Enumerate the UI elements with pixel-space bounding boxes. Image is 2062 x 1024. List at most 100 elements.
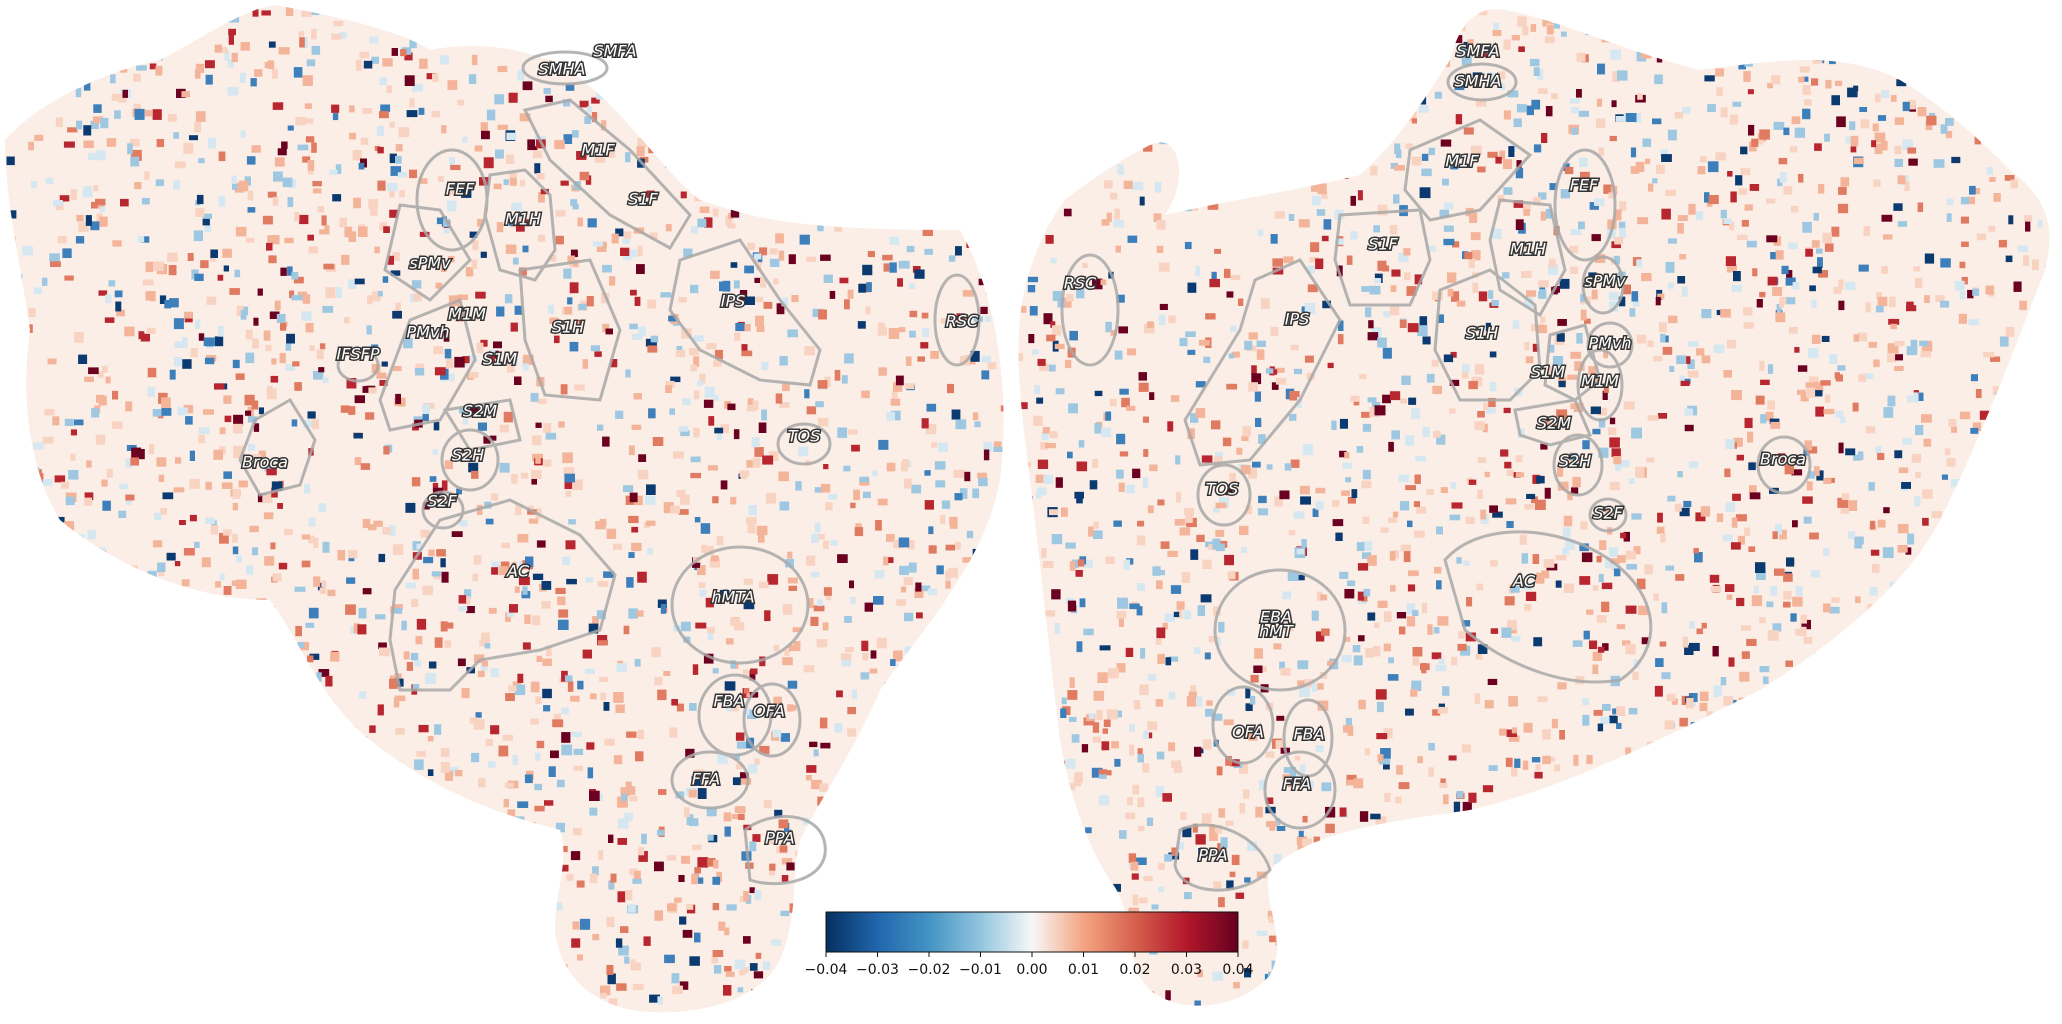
activation-speckle bbox=[494, 889, 502, 898]
activation-speckle bbox=[1789, 146, 1798, 153]
activation-speckle bbox=[1437, 706, 1448, 714]
activation-speckle bbox=[1612, 71, 1621, 82]
activation-speckle bbox=[1818, 667, 1824, 679]
activation-speckle bbox=[1783, 852, 1790, 862]
activation-speckle bbox=[347, 978, 358, 985]
activation-speckle bbox=[555, 210, 566, 217]
activation-speckle bbox=[1522, 760, 1529, 770]
activation-speckle bbox=[1791, 469, 1803, 476]
activation-speckle bbox=[877, 100, 884, 110]
activation-speckle bbox=[1696, 628, 1703, 635]
activation-speckle bbox=[761, 409, 767, 421]
activation-speckle bbox=[245, 329, 253, 340]
activation-speckle bbox=[1701, 855, 1708, 862]
activation-speckle bbox=[1050, 321, 1056, 328]
activation-speckle bbox=[186, 994, 193, 1005]
activation-speckle bbox=[1183, 60, 1191, 67]
activation-speckle bbox=[317, 206, 324, 213]
activation-speckle bbox=[638, 847, 645, 856]
activation-speckle bbox=[707, 834, 714, 841]
activation-speckle bbox=[1042, 561, 1054, 568]
activation-speckle bbox=[204, 60, 215, 69]
activation-speckle bbox=[1794, 347, 1800, 353]
activation-speckle bbox=[1003, 402, 1013, 412]
activation-speckle bbox=[1735, 514, 1747, 522]
activation-speckle bbox=[966, 43, 978, 54]
activation-speckle bbox=[1787, 801, 1795, 813]
left-roi-label-m1h: M1H bbox=[505, 210, 541, 229]
activation-speckle bbox=[1437, 66, 1443, 72]
activation-speckle bbox=[691, 226, 698, 234]
activation-speckle bbox=[613, 692, 624, 703]
activation-speckle bbox=[1653, 862, 1663, 871]
left-roi-label-m1m: M1M bbox=[448, 305, 486, 324]
activation-speckle bbox=[386, 183, 398, 192]
activation-speckle bbox=[723, 5, 734, 11]
activation-speckle bbox=[812, 156, 818, 166]
activation-speckle bbox=[389, 525, 396, 536]
activation-speckle bbox=[1898, 768, 1909, 778]
activation-speckle bbox=[1662, 882, 1668, 888]
activation-speckle bbox=[46, 929, 53, 936]
activation-speckle bbox=[1968, 695, 1978, 706]
activation-speckle bbox=[1029, 860, 1040, 870]
activation-speckle bbox=[301, 660, 308, 669]
activation-speckle bbox=[741, 344, 748, 353]
activation-speckle bbox=[895, 375, 904, 386]
activation-speckle bbox=[755, 315, 764, 327]
activation-speckle bbox=[1007, 396, 1018, 405]
activation-speckle bbox=[469, 231, 478, 238]
activation-speckle bbox=[690, 472, 702, 479]
activation-speckle bbox=[189, 135, 198, 141]
activation-speckle bbox=[377, 290, 383, 297]
activation-speckle bbox=[543, 422, 552, 433]
activation-speckle bbox=[948, 193, 959, 203]
activation-speckle bbox=[341, 722, 348, 733]
activation-speckle bbox=[1812, 54, 1823, 64]
activation-speckle bbox=[1248, 332, 1258, 340]
activation-speckle bbox=[186, 992, 193, 1002]
activation-speckle bbox=[1018, 458, 1025, 468]
activation-speckle bbox=[276, 1013, 282, 1021]
activation-speckle bbox=[547, 975, 557, 982]
activation-speckle bbox=[1679, 507, 1690, 517]
activation-speckle bbox=[278, 47, 290, 55]
activation-speckle bbox=[1594, 805, 1605, 816]
activation-speckle bbox=[912, 266, 921, 273]
activation-speckle bbox=[2054, 354, 2062, 360]
activation-speckle bbox=[646, 190, 655, 198]
activation-speckle bbox=[1407, 323, 1419, 333]
activation-speckle bbox=[927, 70, 934, 79]
activation-speckle bbox=[1488, 765, 1498, 771]
activation-speckle bbox=[730, 207, 740, 218]
activation-speckle bbox=[339, 217, 347, 228]
activation-speckle bbox=[1308, 867, 1315, 875]
activation-speckle bbox=[1641, 637, 1649, 645]
activation-speckle bbox=[1905, 547, 1912, 555]
activation-speckle bbox=[249, 829, 261, 837]
activation-speckle bbox=[143, 747, 152, 758]
activation-speckle bbox=[122, 89, 128, 98]
activation-speckle bbox=[1452, 241, 1460, 248]
activation-speckle bbox=[1185, 331, 1196, 337]
activation-speckle bbox=[2006, 479, 2017, 487]
activation-speckle bbox=[1539, 9, 1547, 18]
activation-speckle bbox=[1719, 744, 1726, 752]
activation-speckle bbox=[1759, 129, 1770, 140]
activation-speckle bbox=[97, 690, 109, 696]
activation-speckle bbox=[1951, 156, 1961, 164]
activation-speckle bbox=[724, 927, 730, 936]
activation-speckle bbox=[1894, 145, 1902, 155]
activation-speckle bbox=[14, 5, 24, 10]
activation-speckle bbox=[1069, 783, 1076, 791]
activation-speckle bbox=[685, 748, 695, 758]
activation-speckle bbox=[1684, 50, 1695, 60]
activation-speckle bbox=[374, 246, 380, 254]
activation-speckle bbox=[1156, 245, 1164, 253]
activation-speckle bbox=[904, 383, 915, 390]
activation-speckle bbox=[250, 78, 257, 87]
activation-speckle bbox=[482, 29, 492, 40]
activation-speckle bbox=[886, 412, 895, 421]
activation-speckle bbox=[890, 659, 896, 666]
activation-speckle bbox=[1663, 975, 1674, 985]
